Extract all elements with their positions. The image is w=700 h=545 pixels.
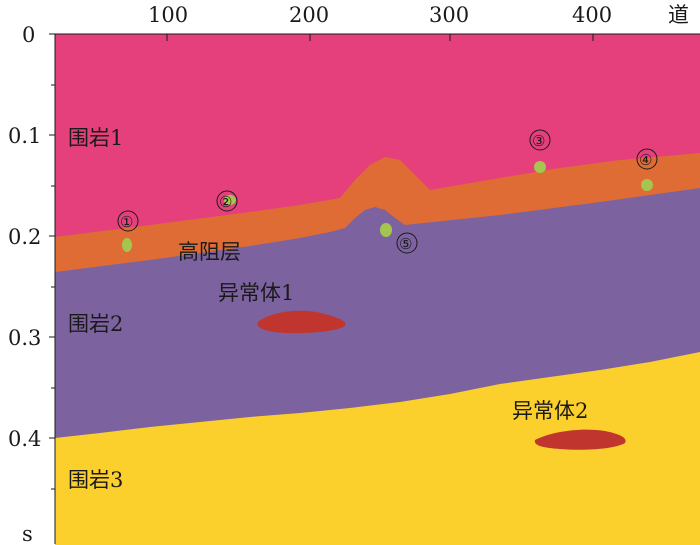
anomaly-body-2 bbox=[534, 429, 626, 450]
x-tick-label-400: 400 bbox=[572, 3, 612, 27]
marker-label-2: ② bbox=[219, 193, 232, 211]
layer-rock3 bbox=[55, 352, 700, 545]
x-axis-unit: 道 bbox=[668, 3, 689, 27]
label-anomaly-2: 异常体2 bbox=[512, 399, 588, 423]
y-tick-label-0.4: 0.4 bbox=[8, 427, 41, 451]
anomaly-body-1 bbox=[257, 310, 346, 334]
marker-label-4: ④ bbox=[639, 151, 652, 169]
label-rock1: 围岩1 bbox=[68, 126, 123, 150]
marker-circle-2 bbox=[216, 190, 238, 212]
marker-circle-4 bbox=[636, 148, 658, 170]
x-axis: 100 200 300 400 道 bbox=[55, 3, 700, 41]
model-area bbox=[55, 34, 700, 545]
y-axis-unit: s bbox=[22, 522, 33, 545]
y-tick-label-0.3: 0.3 bbox=[8, 326, 41, 350]
region-labels: 围岩1 高阻层 异常体1 围岩2 异常体2 围岩3 bbox=[68, 126, 588, 492]
label-high-resistivity: 高阻层 bbox=[178, 240, 241, 264]
label-anomaly-1: 异常体1 bbox=[218, 281, 294, 305]
y-tick-label-0.2: 0.2 bbox=[8, 225, 41, 249]
y-tick-label-0: 0 bbox=[22, 23, 35, 47]
label-rock3: 围岩3 bbox=[68, 468, 123, 492]
marker-label-5: ⑤ bbox=[399, 235, 412, 253]
marker-label-1: ① bbox=[120, 213, 133, 231]
marker-spot-4 bbox=[641, 179, 653, 191]
marker-spot-1 bbox=[122, 238, 132, 252]
marker-spot-3 bbox=[534, 161, 546, 173]
marker-label-3: ③ bbox=[532, 132, 545, 150]
marker-labels: ① ② ③ ④ ⑤ bbox=[117, 129, 658, 254]
marker-circle-5 bbox=[396, 232, 418, 254]
x-tick-label-200: 200 bbox=[289, 3, 329, 27]
marker-spot-5 bbox=[380, 223, 392, 237]
label-rock2: 围岩2 bbox=[68, 312, 123, 336]
x-tick-label-300: 300 bbox=[429, 3, 469, 27]
y-axis: 0 0.1 0.2 0.3 0.4 s bbox=[8, 23, 56, 545]
y-tick-label-0.1: 0.1 bbox=[8, 124, 41, 148]
marker-circle-3 bbox=[529, 129, 551, 151]
x-tick-label-100: 100 bbox=[148, 3, 188, 27]
marker-spot-2 bbox=[224, 195, 236, 205]
